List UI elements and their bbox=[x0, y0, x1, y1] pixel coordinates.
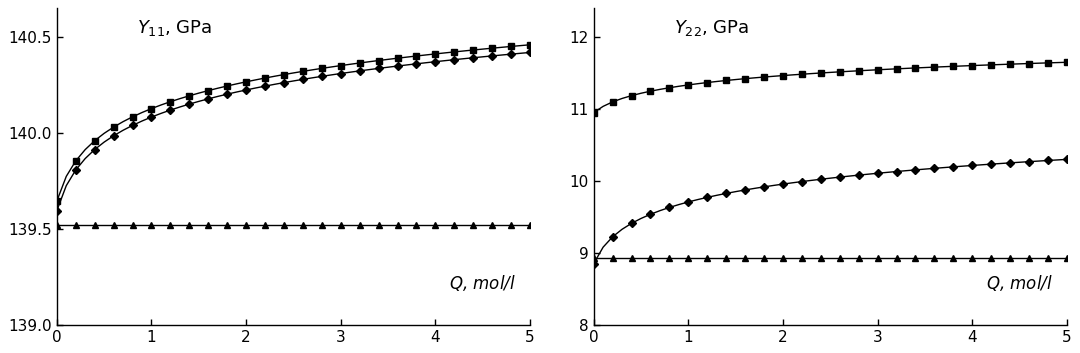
Text: $Y_{11}$, GPa: $Y_{11}$, GPa bbox=[137, 18, 213, 38]
Text: $Q$, mol/l: $Q$, mol/l bbox=[449, 273, 516, 293]
Text: $Q$, mol/l: $Q$, mol/l bbox=[986, 273, 1053, 293]
Text: $Y_{22}$, GPa: $Y_{22}$, GPa bbox=[674, 18, 750, 38]
